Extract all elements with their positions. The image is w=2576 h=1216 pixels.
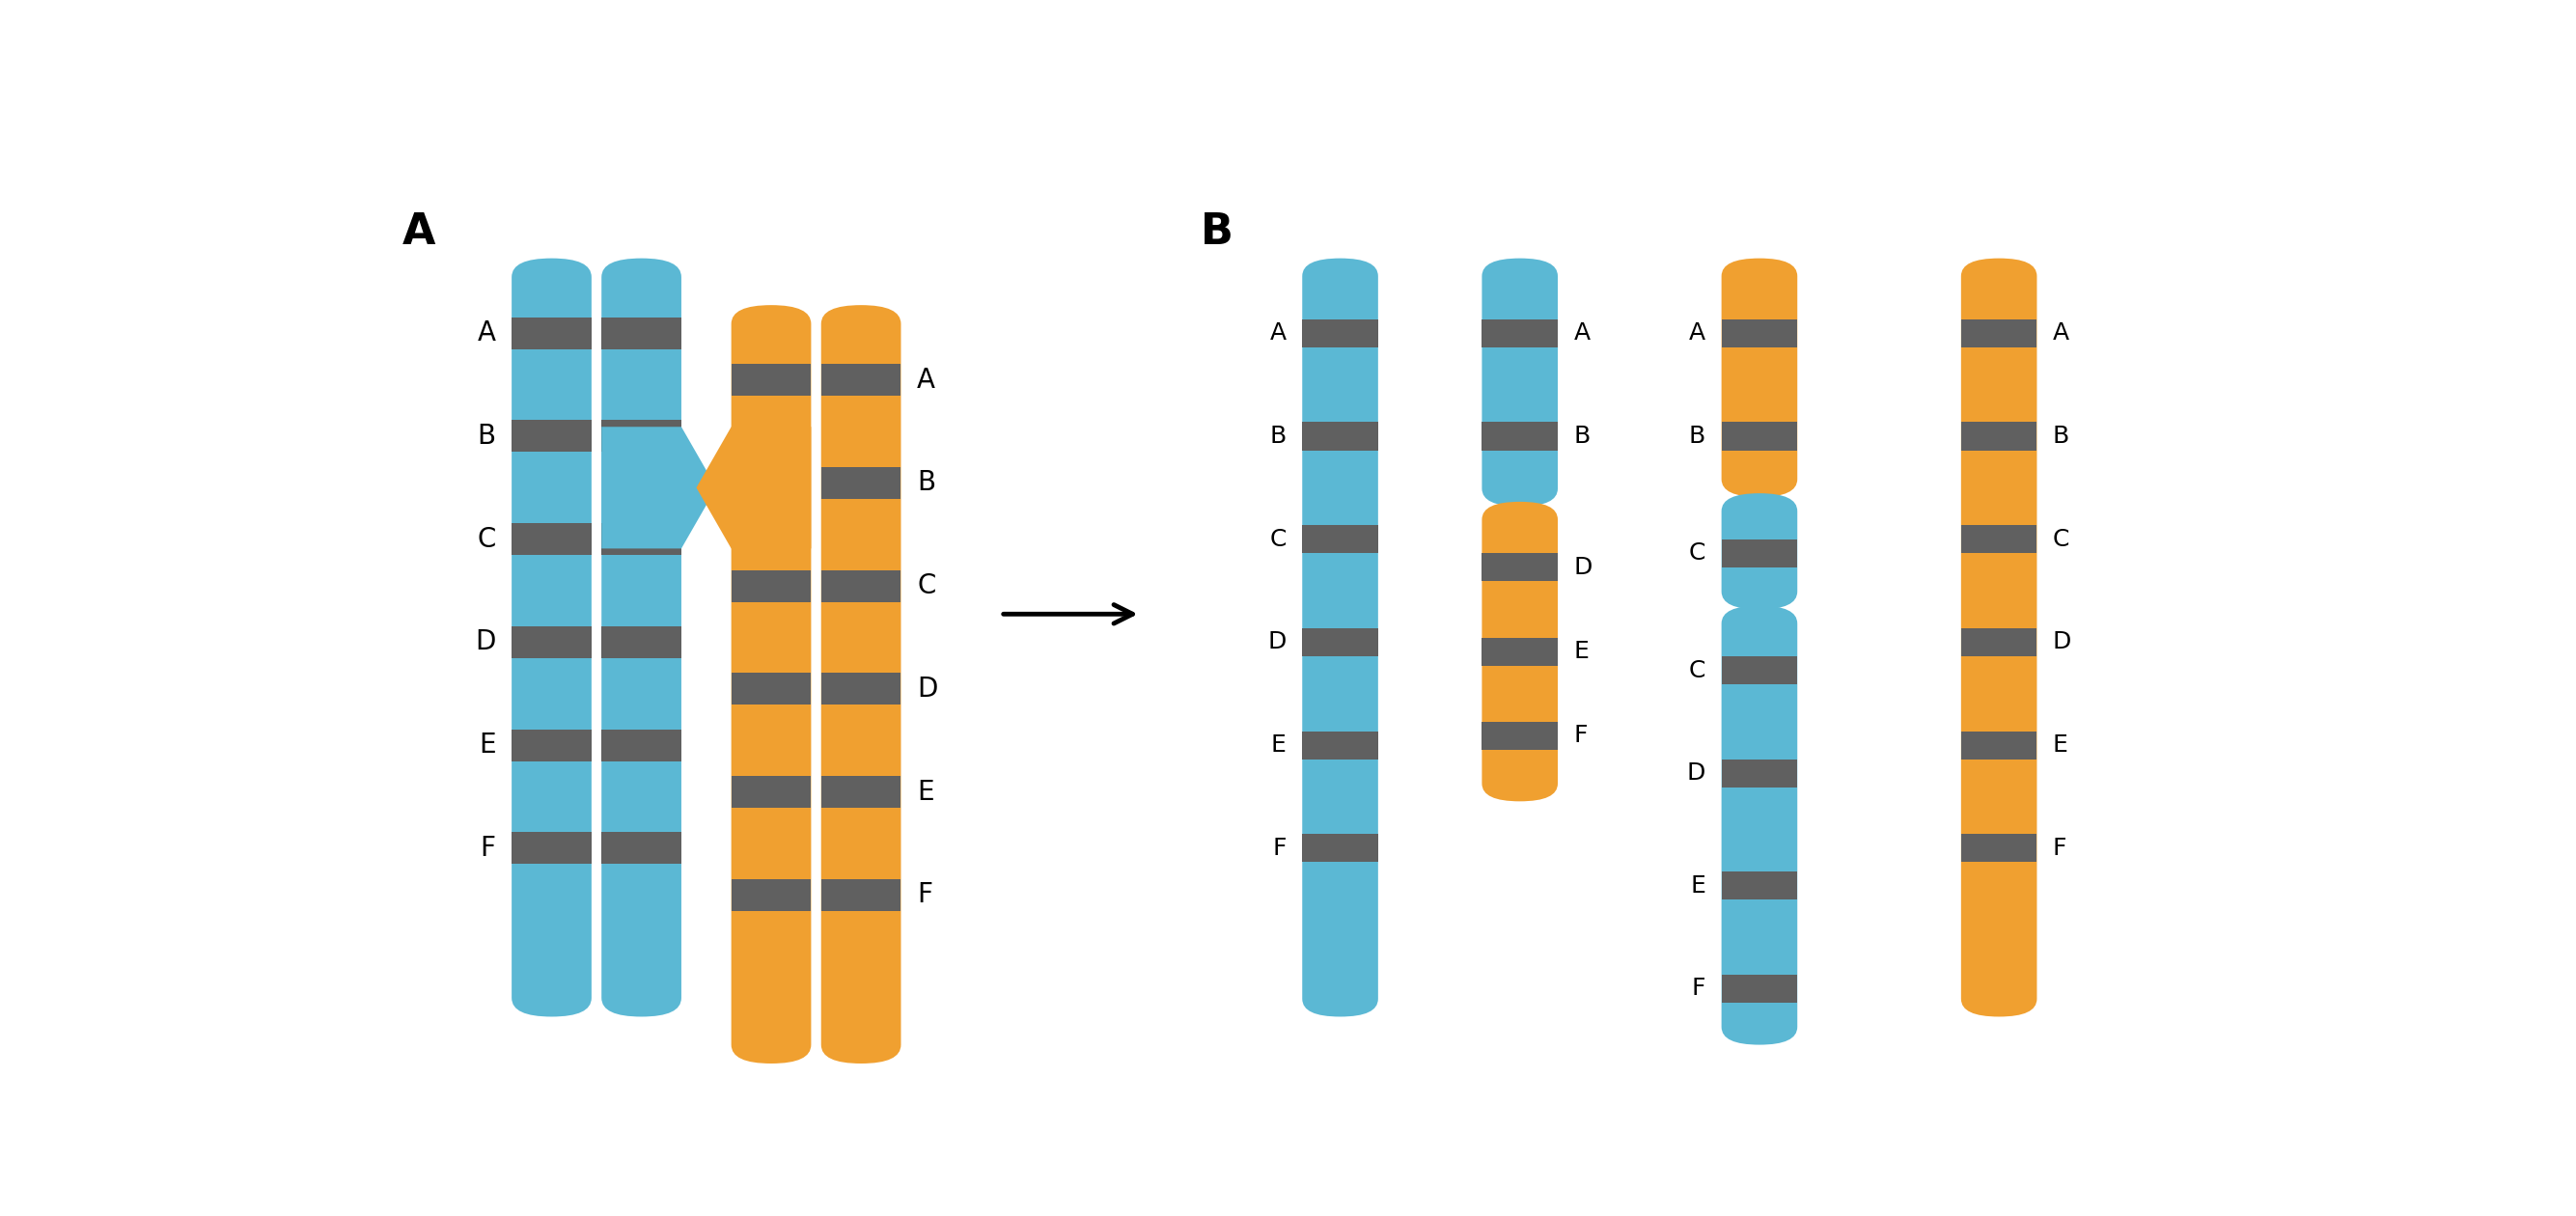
Bar [732,879,811,911]
Text: C: C [2053,528,2069,551]
Bar [1303,629,1378,657]
Bar [822,467,902,499]
Bar [600,832,680,865]
Text: E: E [1270,733,1285,756]
Text: E: E [2053,733,2069,756]
FancyBboxPatch shape [732,305,811,1064]
Text: E: E [917,778,935,805]
Bar [732,674,811,705]
Bar [822,879,902,911]
FancyBboxPatch shape [513,258,592,1017]
Text: D: D [1574,556,1592,579]
Bar [1303,834,1378,862]
Bar [732,570,811,602]
Text: F: F [2053,837,2066,860]
Text: C: C [1270,528,1285,551]
Bar [513,523,592,554]
Text: E: E [1690,874,1705,897]
Bar [1303,731,1378,759]
Text: A: A [917,366,935,394]
Bar [1721,759,1798,787]
FancyBboxPatch shape [1960,258,2038,1017]
Polygon shape [600,427,716,548]
Bar [1481,553,1558,581]
Bar [822,570,902,602]
Bar [513,730,592,761]
Bar [1960,834,2038,862]
Bar [1960,525,2038,553]
Text: F: F [479,834,495,862]
Bar [732,364,811,396]
Text: E: E [1574,640,1589,663]
Bar [1303,319,1378,348]
Text: D: D [1267,631,1285,654]
Bar [1721,319,1798,348]
Bar [513,421,592,452]
Bar [1721,422,1798,450]
Text: D: D [1687,761,1705,784]
Bar [1960,731,2038,759]
Bar [1960,319,2038,348]
Text: C: C [917,573,935,599]
FancyBboxPatch shape [1481,502,1558,801]
Bar [600,626,680,658]
Polygon shape [696,427,811,548]
FancyBboxPatch shape [1721,258,1798,497]
Bar [513,832,592,865]
Bar [822,776,902,807]
Text: A: A [2053,321,2069,345]
Text: F: F [917,882,933,908]
Bar [1721,974,1798,1003]
Text: B: B [1574,424,1589,447]
Bar [1481,422,1558,450]
Text: F: F [1692,976,1705,1001]
Text: D: D [474,629,495,655]
Bar [822,674,902,705]
Text: B: B [2053,424,2069,447]
Bar [1481,637,1558,665]
FancyBboxPatch shape [1721,494,1798,609]
FancyBboxPatch shape [600,258,680,1017]
FancyBboxPatch shape [1481,258,1558,506]
Bar [1303,525,1378,553]
Bar [1721,657,1798,685]
Bar [822,364,902,396]
Bar [1960,629,2038,657]
Text: B: B [1200,212,1234,253]
Text: B: B [917,469,935,496]
Bar [513,626,592,658]
Bar [1721,872,1798,900]
Text: F: F [1273,837,1285,860]
Bar [732,467,811,499]
Bar [513,317,592,349]
Text: A: A [402,212,435,253]
Text: B: B [1690,424,1705,447]
Text: C: C [1690,541,1705,564]
Text: C: C [477,525,495,553]
Text: F: F [1574,725,1587,748]
Text: D: D [917,675,938,703]
Text: A: A [1270,321,1285,345]
Bar [1481,319,1558,348]
Bar [1960,422,2038,450]
Bar [600,421,680,452]
Bar [600,317,680,349]
Bar [600,523,680,554]
Bar [1721,539,1798,567]
Text: B: B [1270,424,1285,447]
Text: C: C [1690,659,1705,682]
FancyBboxPatch shape [1303,258,1378,1017]
Text: A: A [477,320,495,347]
Text: E: E [479,732,495,759]
Text: A: A [1690,321,1705,345]
Bar [1481,722,1558,750]
Bar [1303,422,1378,450]
FancyBboxPatch shape [1721,606,1798,1045]
Text: A: A [1574,321,1589,345]
FancyBboxPatch shape [822,305,902,1064]
Bar [600,730,680,761]
Text: B: B [477,423,495,450]
Bar [732,776,811,807]
Text: D: D [2053,631,2071,654]
